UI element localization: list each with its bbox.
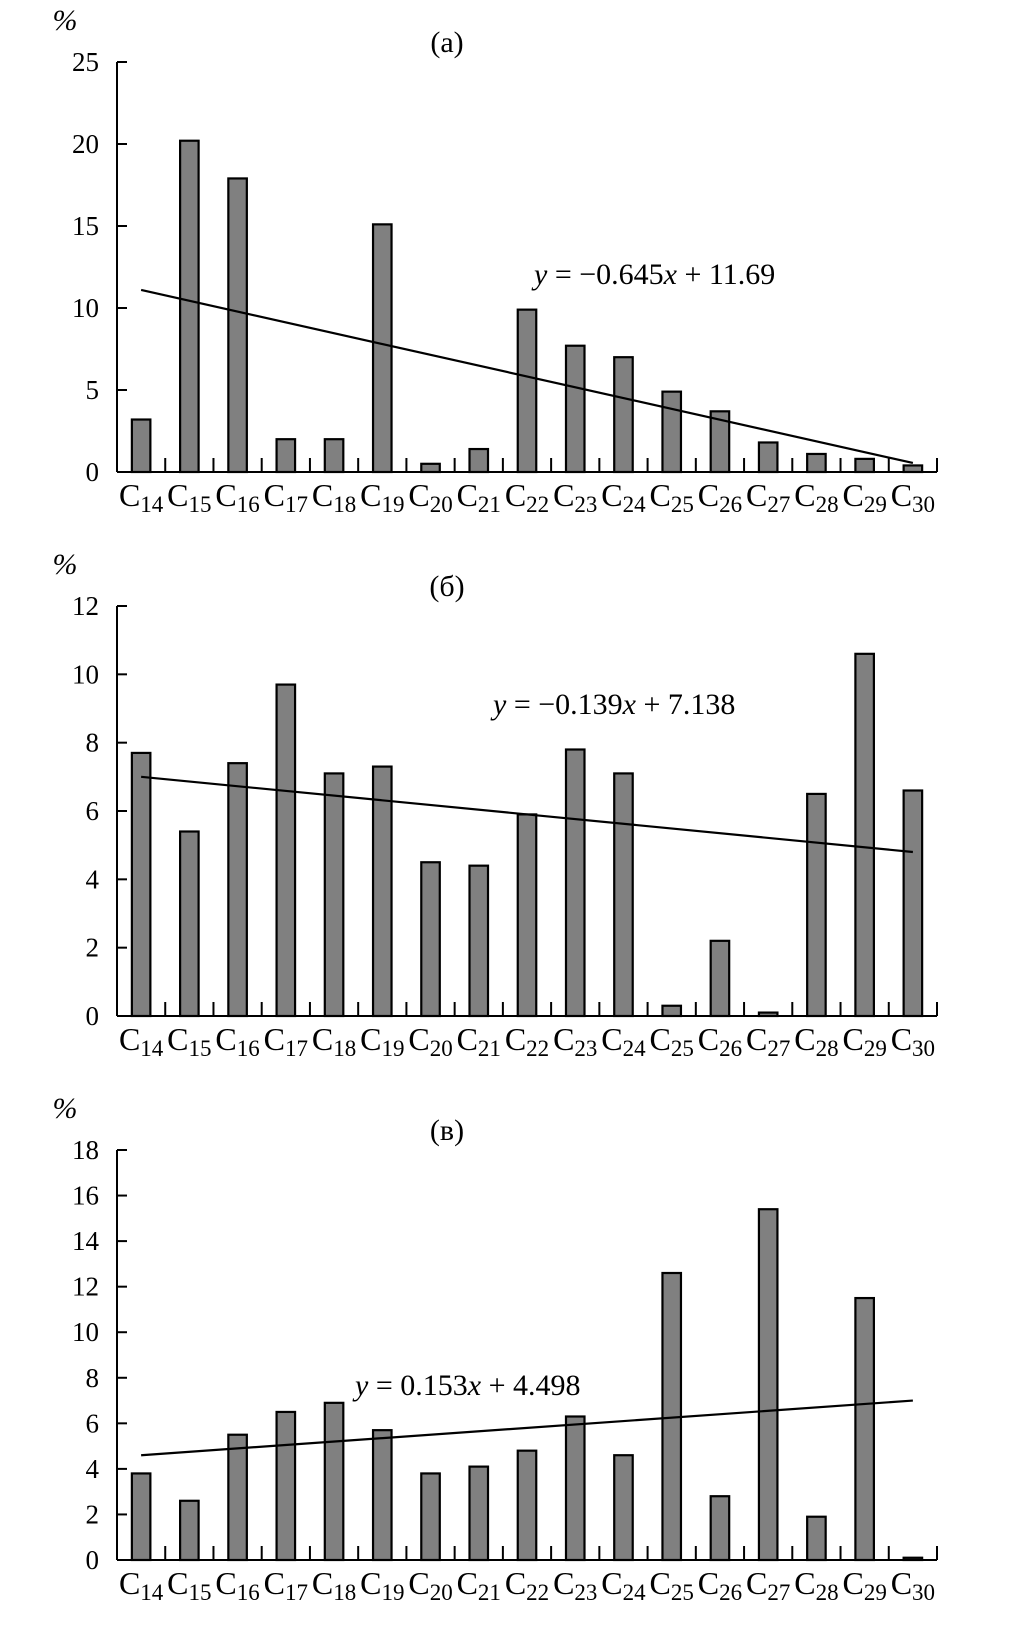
svg-text:10: 10 — [72, 659, 99, 689]
svg-text:C18: C18 — [312, 1021, 356, 1061]
svg-text:C18: C18 — [312, 477, 356, 517]
svg-text:4: 4 — [86, 864, 100, 894]
svg-text:C19: C19 — [360, 1565, 404, 1605]
svg-text:(а): (а) — [430, 26, 463, 59]
svg-text:C20: C20 — [408, 1565, 452, 1605]
svg-text:C16: C16 — [215, 1565, 259, 1605]
svg-text:C20: C20 — [408, 477, 452, 517]
svg-text:25: 25 — [72, 47, 99, 77]
svg-text:C15: C15 — [167, 1565, 211, 1605]
svg-text:C26: C26 — [698, 477, 742, 517]
svg-text:14: 14 — [72, 1226, 100, 1256]
svg-text:C28: C28 — [794, 1565, 838, 1605]
svg-text:(б): (б) — [429, 570, 464, 603]
svg-text:C24: C24 — [601, 1021, 646, 1061]
svg-text:C29: C29 — [842, 1021, 886, 1061]
svg-text:C23: C23 — [553, 1021, 597, 1061]
svg-text:C17: C17 — [264, 1565, 308, 1605]
svg-text:C17: C17 — [264, 1021, 308, 1061]
svg-text:2: 2 — [86, 1499, 100, 1529]
svg-text:12: 12 — [72, 591, 99, 621]
svg-text:C29: C29 — [842, 477, 886, 517]
svg-text:C17: C17 — [264, 477, 308, 517]
svg-text:C14: C14 — [119, 1565, 164, 1605]
svg-text:8: 8 — [86, 728, 100, 758]
svg-text:C14: C14 — [119, 477, 164, 517]
svg-text:4: 4 — [86, 1454, 100, 1484]
svg-text:%: % — [53, 1092, 78, 1125]
svg-text:C19: C19 — [360, 1021, 404, 1061]
svg-text:C25: C25 — [650, 1565, 694, 1605]
svg-text:0: 0 — [86, 1545, 100, 1575]
svg-text:C22: C22 — [505, 1565, 549, 1605]
svg-text:C20: C20 — [408, 1021, 452, 1061]
svg-text:C30: C30 — [891, 477, 935, 517]
svg-text:C27: C27 — [746, 477, 790, 517]
svg-text:C16: C16 — [215, 1021, 259, 1061]
svg-text:C30: C30 — [891, 1021, 935, 1061]
svg-text:16: 16 — [72, 1181, 99, 1211]
svg-text:(в): (в) — [430, 1114, 464, 1147]
svg-text:10: 10 — [72, 1317, 99, 1347]
svg-text:C16: C16 — [215, 477, 259, 517]
svg-text:15: 15 — [72, 211, 99, 241]
svg-text:C28: C28 — [794, 1021, 838, 1061]
svg-text:6: 6 — [86, 796, 100, 826]
svg-text:5: 5 — [86, 375, 100, 405]
svg-text:C27: C27 — [746, 1021, 790, 1061]
svg-text:C24: C24 — [601, 1565, 646, 1605]
svg-text:%: % — [53, 4, 78, 37]
svg-text:C22: C22 — [505, 1021, 549, 1061]
svg-text:C25: C25 — [650, 477, 694, 517]
svg-text:C26: C26 — [698, 1565, 742, 1605]
svg-text:C22: C22 — [505, 477, 549, 517]
svg-text:C21: C21 — [457, 477, 501, 517]
svg-text:C15: C15 — [167, 477, 211, 517]
svg-text:C18: C18 — [312, 1565, 356, 1605]
svg-text:C26: C26 — [698, 1021, 742, 1061]
svg-text:C24: C24 — [601, 477, 646, 517]
svg-text:C25: C25 — [650, 1021, 694, 1061]
svg-text:12: 12 — [72, 1272, 99, 1302]
svg-text:C23: C23 — [553, 477, 597, 517]
svg-text:C14: C14 — [119, 1021, 164, 1061]
svg-text:y = −0.139x + 7.138: y = −0.139x + 7.138 — [490, 688, 735, 721]
svg-text:8: 8 — [86, 1363, 100, 1393]
svg-text:C29: C29 — [842, 1565, 886, 1605]
svg-text:C15: C15 — [167, 1021, 211, 1061]
svg-text:y = 0.153x + 4.498: y = 0.153x + 4.498 — [352, 1369, 581, 1402]
svg-text:C23: C23 — [553, 1565, 597, 1605]
svg-text:6: 6 — [86, 1408, 100, 1438]
svg-text:C21: C21 — [457, 1565, 501, 1605]
svg-text:y = −0.645x + 11.69: y = −0.645x + 11.69 — [531, 258, 775, 291]
svg-text:0: 0 — [86, 1001, 100, 1031]
svg-text:C27: C27 — [746, 1565, 790, 1605]
svg-text:C19: C19 — [360, 477, 404, 517]
svg-text:0: 0 — [86, 457, 100, 487]
svg-text:10: 10 — [72, 293, 99, 323]
svg-text:20: 20 — [72, 129, 99, 159]
svg-text:C28: C28 — [794, 477, 838, 517]
svg-text:2: 2 — [86, 933, 100, 963]
svg-text:18: 18 — [72, 1135, 99, 1165]
svg-text:%: % — [53, 548, 78, 581]
svg-text:C21: C21 — [457, 1021, 501, 1061]
svg-text:C30: C30 — [891, 1565, 935, 1605]
